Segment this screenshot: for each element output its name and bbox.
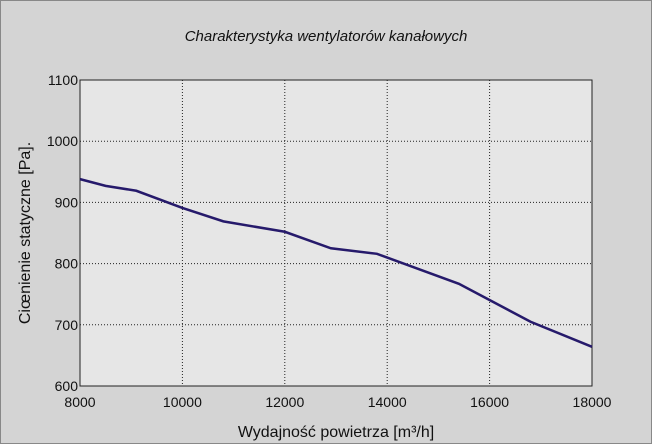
y-tick-label: 600 — [55, 378, 79, 394]
x-tick-label: 8000 — [64, 394, 95, 410]
y-tick-label: 800 — [55, 256, 79, 272]
y-tick-label: 700 — [55, 317, 79, 333]
y-tick-label: 1000 — [47, 133, 78, 149]
y-tick-label: 1100 — [48, 72, 78, 88]
x-tick-label: 14000 — [368, 394, 407, 410]
plot-area — [79, 79, 593, 387]
y-tick-label: 900 — [55, 194, 79, 210]
x-tick-label: 18000 — [573, 394, 612, 410]
chart-title: Charakterystyka wentylatorów kanałowych — [185, 28, 468, 45]
y-axis-label: Ciœnienie statyczne [Pa]. — [17, 142, 34, 324]
x-axis-label: Wydajność powietrza [m³/h] — [238, 424, 434, 441]
x-tick-label: 12000 — [265, 394, 304, 410]
x-tick-label: 16000 — [470, 394, 509, 410]
data-line — [79, 177, 593, 348]
x-tick-label: 10000 — [163, 394, 202, 410]
